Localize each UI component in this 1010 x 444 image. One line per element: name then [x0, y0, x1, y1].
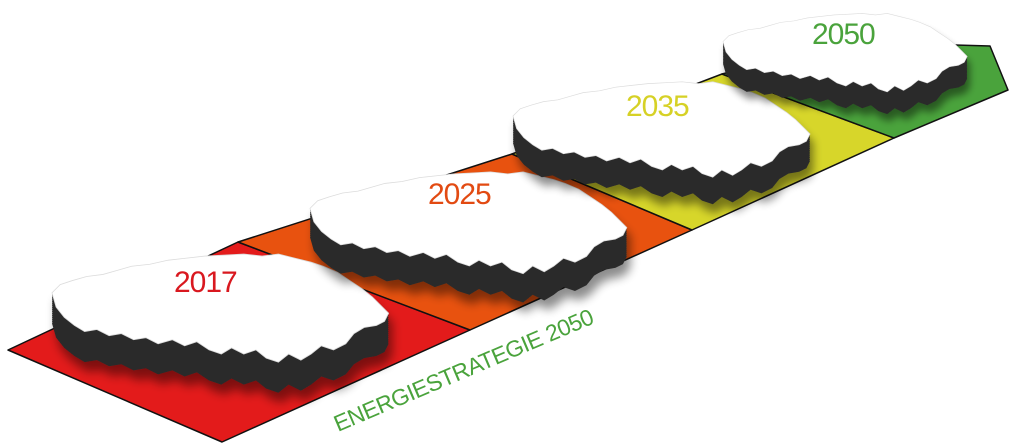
year-label-2035: 2035 [626, 90, 689, 123]
year-labels: 2017 2025 2035 2050 [174, 18, 876, 299]
year-label-2017: 2017 [174, 266, 237, 299]
year-label-2025: 2025 [428, 178, 491, 211]
year-label-2050: 2050 [812, 18, 875, 51]
